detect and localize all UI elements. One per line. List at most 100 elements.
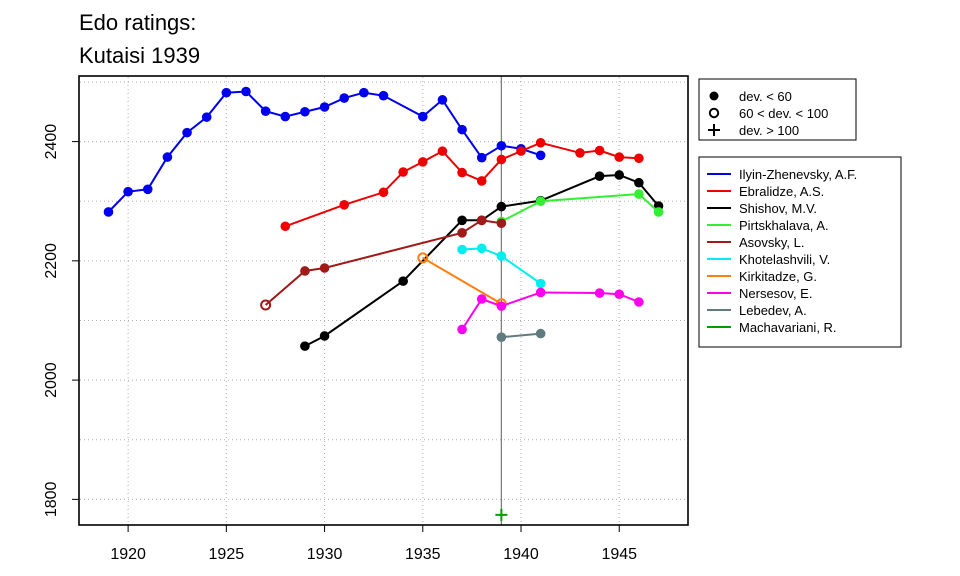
x-tick-label: 1945 xyxy=(601,546,637,563)
series-line xyxy=(107,90,541,213)
y-tick-label: 1800 xyxy=(43,481,60,517)
data-point xyxy=(300,106,310,117)
series-line xyxy=(500,193,660,223)
y-tick-label: 2000 xyxy=(43,362,60,398)
series-legend-label: Kirkitadze, G. xyxy=(739,269,817,284)
series-legend-label: Lebedev, A. xyxy=(739,303,807,318)
data-point xyxy=(457,228,467,238)
series-1 xyxy=(280,137,644,232)
data-point xyxy=(417,157,428,167)
marker-legend-label: dev. < 60 xyxy=(739,89,792,104)
series-line xyxy=(284,141,639,228)
data-point xyxy=(437,146,448,156)
data-point xyxy=(594,171,605,181)
series-8 xyxy=(496,328,546,342)
series-legend-label: Asovsky, L. xyxy=(739,235,805,250)
data-point xyxy=(457,124,467,135)
data-point xyxy=(417,111,428,122)
series-5 xyxy=(457,243,546,289)
data-point xyxy=(300,341,310,351)
y-tick-label: 2400 xyxy=(43,124,60,160)
data-point xyxy=(575,148,585,158)
data-point xyxy=(476,176,487,186)
data-point xyxy=(516,146,526,156)
data-point xyxy=(221,87,232,98)
series-layer xyxy=(103,86,664,521)
series-4 xyxy=(260,215,507,311)
data-point xyxy=(614,152,625,162)
data-point xyxy=(496,140,507,151)
data-point xyxy=(535,287,546,298)
series-line xyxy=(461,291,640,330)
data-point xyxy=(339,199,350,210)
data-point xyxy=(535,150,546,161)
data-point xyxy=(457,324,467,335)
marker-legend-symbol xyxy=(708,107,720,119)
x-tick-label: 1940 xyxy=(503,546,539,563)
data-point xyxy=(496,251,507,261)
data-point xyxy=(634,189,644,199)
series-legend-label: Machavariani, R. xyxy=(739,320,837,335)
data-point xyxy=(260,106,271,116)
data-point xyxy=(496,201,507,212)
data-point xyxy=(614,170,625,180)
data-point xyxy=(398,167,408,177)
data-point xyxy=(319,263,330,273)
data-point xyxy=(280,221,291,232)
grid-layer xyxy=(80,77,687,524)
data-point xyxy=(260,299,272,311)
series-3 xyxy=(496,189,664,227)
series-7 xyxy=(457,287,644,335)
x-tick-label: 1925 xyxy=(209,546,245,563)
data-point xyxy=(103,207,114,217)
data-point xyxy=(535,328,546,339)
marker-legend-label: dev. > 100 xyxy=(739,123,799,138)
data-point xyxy=(378,90,389,101)
data-point xyxy=(280,111,291,122)
data-point xyxy=(535,196,546,207)
data-point xyxy=(457,167,467,178)
chart-title: Edo ratings: Kutaisi 1939 xyxy=(79,6,200,72)
data-point xyxy=(535,137,546,148)
data-point xyxy=(319,102,330,112)
data-point xyxy=(476,152,487,163)
legend-layer: dev. < 60 60 < dev. < 100 dev. > 100 Ilyin-… xyxy=(698,78,902,348)
series-9 xyxy=(495,508,508,521)
data-point xyxy=(476,215,487,226)
x-tick-label: 1930 xyxy=(307,546,343,563)
data-point xyxy=(634,297,644,307)
marker-legend-label: 60 < dev. < 100 xyxy=(739,106,828,121)
series-legend-label: Shishov, M.V. xyxy=(739,201,817,216)
data-point xyxy=(634,153,644,164)
data-point xyxy=(378,187,389,198)
data-point xyxy=(319,331,330,341)
series-line xyxy=(462,247,542,285)
data-point xyxy=(359,87,369,98)
series-line xyxy=(501,332,541,339)
data-point xyxy=(339,93,350,103)
data-point xyxy=(496,332,507,342)
series-0 xyxy=(103,86,546,217)
data-point xyxy=(142,184,153,195)
data-point xyxy=(300,266,310,276)
data-point xyxy=(634,177,644,188)
data-point xyxy=(653,207,664,217)
data-point xyxy=(614,289,625,300)
data-point xyxy=(123,186,133,197)
marker-legend-symbol xyxy=(709,91,719,101)
data-point xyxy=(241,86,251,97)
series-line xyxy=(422,257,502,305)
series-legend-label: Khotelashvili, V. xyxy=(739,252,830,267)
data-point xyxy=(496,154,507,165)
data-point xyxy=(594,288,605,298)
data-point xyxy=(162,152,173,162)
data-point xyxy=(594,145,605,156)
chart-title-line-2: Kutaisi 1939 xyxy=(79,43,201,68)
series-legend-label: Pirtskhalava, A. xyxy=(739,218,829,233)
marker-legend-box xyxy=(698,78,857,141)
data-point xyxy=(398,276,408,286)
series-legend-label: Ilyin-Zhenevsky, A.F. xyxy=(739,167,857,182)
y-tick-label: 2200 xyxy=(43,243,60,279)
axis-layer: 1920 1925 1930 1935 1940 1945 1800 2000 2200 2400 xyxy=(43,124,637,563)
